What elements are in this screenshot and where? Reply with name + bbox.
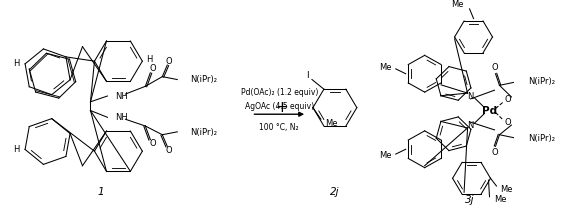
Text: O: O <box>149 139 156 148</box>
Text: Me: Me <box>501 185 513 194</box>
Text: N: N <box>467 92 474 101</box>
Text: N(iPr)₂: N(iPr)₂ <box>190 128 217 137</box>
Text: 3j: 3j <box>465 195 474 205</box>
Text: +: + <box>276 100 288 115</box>
Text: O: O <box>491 148 498 157</box>
Text: N(iPr)₂: N(iPr)₂ <box>529 77 556 86</box>
Text: H: H <box>13 145 19 154</box>
Text: Pd: Pd <box>482 106 497 116</box>
Text: Me: Me <box>494 195 507 204</box>
Text: N(iPr)₂: N(iPr)₂ <box>190 75 217 84</box>
Text: O: O <box>149 64 156 73</box>
Text: N: N <box>467 121 474 130</box>
Text: N(iPr)₂: N(iPr)₂ <box>529 134 556 143</box>
Text: NH: NH <box>115 92 128 101</box>
Text: H: H <box>146 55 153 64</box>
Text: 1: 1 <box>97 187 104 197</box>
Text: O: O <box>166 146 173 155</box>
Text: O: O <box>166 57 173 66</box>
Text: AgOAc (4.5 equiv): AgOAc (4.5 equiv) <box>245 102 314 111</box>
Text: Me: Me <box>451 0 464 9</box>
Text: NH: NH <box>115 113 128 122</box>
Text: Me: Me <box>325 119 338 128</box>
Text: 100 °C, N₂: 100 °C, N₂ <box>259 123 299 132</box>
Text: 2j: 2j <box>330 187 340 197</box>
Text: O: O <box>504 118 511 127</box>
Text: O: O <box>504 95 511 104</box>
Text: Me: Me <box>379 63 391 73</box>
Text: Pd(OAc)₂ (1.2 equiv): Pd(OAc)₂ (1.2 equiv) <box>241 88 318 97</box>
Text: I: I <box>307 71 309 80</box>
Text: Me: Me <box>379 150 391 159</box>
Text: O: O <box>491 63 498 73</box>
Text: H: H <box>13 59 19 68</box>
